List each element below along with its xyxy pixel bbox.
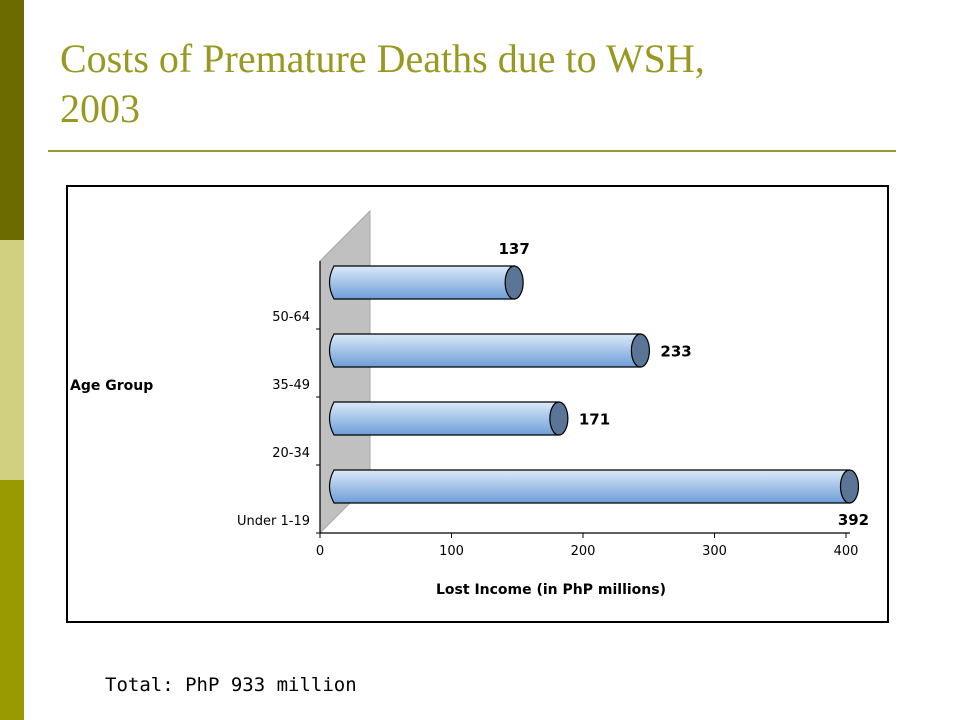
data-label: 233 xyxy=(660,343,691,361)
bar-end-cap xyxy=(549,401,569,436)
y-tick-label: Under 1-19 xyxy=(237,514,310,529)
bar xyxy=(328,333,641,368)
bar xyxy=(328,469,851,504)
x-tick-label: 0 xyxy=(316,544,324,559)
data-label: 171 xyxy=(579,411,610,429)
bar-end-cap xyxy=(630,333,650,368)
x-tick-label: 300 xyxy=(702,544,727,559)
side-bar-bottom xyxy=(0,480,24,720)
y-axis-title: Age Group xyxy=(70,378,153,394)
bar xyxy=(328,401,560,436)
title-divider xyxy=(48,150,896,152)
y-tick-label: 50-64 xyxy=(272,310,310,325)
slide-title: Costs of Premature Deaths due to WSH, 20… xyxy=(60,34,920,134)
chart-frame: 0 100 200 300 400 Under 1-19 392 20-34 171 35-49 2… xyxy=(66,185,889,623)
x-tick-label: 200 xyxy=(571,544,596,559)
side-bar-top xyxy=(0,0,24,240)
bar-end-cap xyxy=(839,469,860,504)
side-bar-middle xyxy=(0,240,24,480)
total-note: Total: PhP 933 million xyxy=(105,674,357,696)
x-axis-title: Lost Income (in PhP millions) xyxy=(436,582,666,598)
slide-title-line-2: 2003 xyxy=(60,86,140,131)
x-tick-label: 100 xyxy=(439,544,464,559)
x-tick-label: 400 xyxy=(834,544,859,559)
data-label: 392 xyxy=(838,511,869,529)
bar-end-cap xyxy=(504,265,524,300)
y-tick-label: 35-49 xyxy=(272,378,310,393)
bar xyxy=(328,265,515,300)
slide-title-line-1: Costs of Premature Deaths due to WSH, xyxy=(60,36,705,81)
data-label: 137 xyxy=(498,240,529,258)
bar-chart: 0 100 200 300 400 Under 1-19 392 20-34 171 35-49 2… xyxy=(70,209,869,598)
y-tick-label: 20-34 xyxy=(272,446,310,461)
